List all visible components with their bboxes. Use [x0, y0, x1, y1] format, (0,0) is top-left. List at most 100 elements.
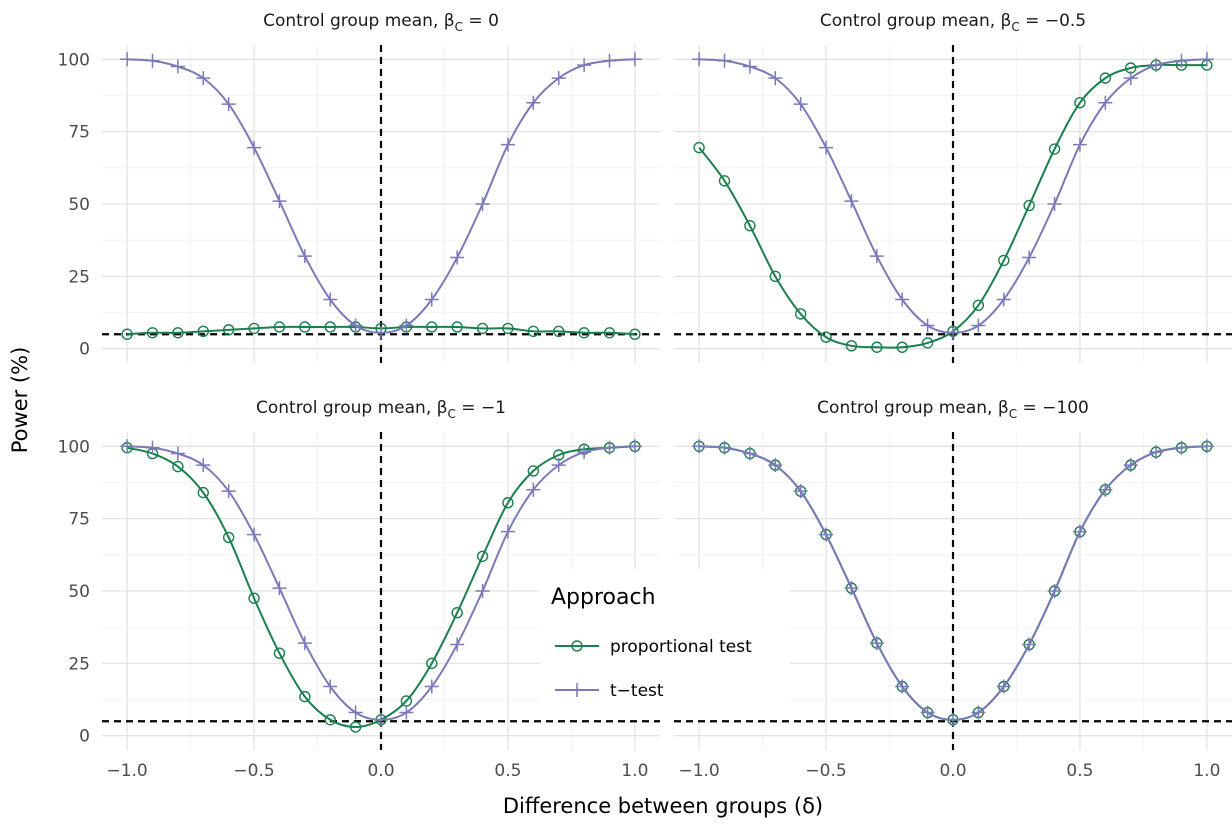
panel-1-t-test-point — [272, 194, 287, 209]
panel-2-t-test-point — [1149, 58, 1164, 73]
panel-3-proportional-test-point — [222, 531, 235, 544]
panel-4-strip-title: Control group mean, βC = −100 — [817, 398, 1089, 421]
panel-3-proportional-test-point — [502, 497, 514, 509]
panel-1-t-test-point — [399, 318, 414, 333]
panel-2-proportional-test-point — [820, 331, 832, 343]
panel-4-strip-title-part-2: β — [998, 398, 1009, 418]
panel-1-t-test-point — [247, 140, 262, 155]
panel-3-t-test-point — [450, 637, 465, 652]
panel-4-t-test-point — [768, 458, 783, 473]
panel-3-proportional-test-point — [172, 460, 184, 473]
panel-1-t-test-point — [323, 292, 338, 307]
panel-4-t-test-point — [717, 440, 732, 455]
panel-2-t-test-point — [1047, 197, 1062, 211]
panel-1-t-test-point — [500, 137, 515, 152]
panel-2-proportional-test-point — [769, 270, 781, 283]
panel-1-proportional-test-point — [121, 328, 133, 340]
panel-2-t-test-point — [1098, 95, 1113, 110]
panel-1-proportional-test-point — [222, 324, 235, 336]
panel-3-proportional-test-point — [476, 550, 489, 562]
panel-4-x-tick-label: 1.0 — [1193, 761, 1220, 781]
panel-2-t-test-point — [844, 194, 859, 209]
panel-1-strip-title-part-4: = 0 — [463, 11, 499, 31]
legend-label-proportional-test: proportional test — [610, 637, 752, 657]
panel-4-t-test-point — [1174, 440, 1189, 455]
panel-3-y-tick-label: 25 — [68, 654, 90, 674]
panel-1-proportional-test-point — [324, 321, 336, 333]
panel-1-proportional-test-point — [172, 327, 184, 339]
panel-3-t-test-point — [399, 705, 414, 720]
series-layer — [120, 52, 1214, 733]
panel-2-t-test-point — [717, 53, 732, 68]
panel-1-proportional-test-point — [451, 321, 463, 333]
panel-4-t-test-point — [1047, 584, 1062, 598]
panel-3-t-test-point — [297, 636, 312, 651]
panel-3-y-tick-label: 100 — [58, 437, 90, 457]
panel-2-proportional-test-point — [1023, 199, 1035, 212]
panel-3-proportional-test-point — [324, 714, 336, 726]
panel-2-t-test-point — [768, 71, 783, 86]
panel-4-strip-title-part-1: Control group mean, — [817, 398, 998, 418]
panel-2-proportional-test-point — [845, 340, 858, 352]
panel-3-t-test-point — [475, 584, 490, 598]
panel-4-t-test-point — [895, 679, 910, 694]
panel-3-proportional-test-point — [299, 690, 311, 703]
legend-key-marker-proportional-test — [571, 640, 583, 652]
panel-1-y-tick-label: 50 — [68, 195, 90, 215]
panel-3-t-test-point — [221, 484, 236, 499]
panel-1-proportional-test-point — [603, 327, 616, 339]
panel-1-t-test-point — [374, 325, 388, 340]
panel-3-t-test-point — [374, 712, 388, 727]
panel-1-strip-title-part-3: C — [455, 20, 463, 34]
panel-1-t-test-point — [348, 318, 363, 333]
panel-1-proportional-test-point — [299, 321, 311, 333]
panel-2-t-test-point — [971, 318, 986, 333]
panel-3-proportional-test-point — [527, 465, 540, 477]
panel-3-x-tick-label: 0.5 — [494, 761, 521, 781]
panel-1-y-tick-label: 0 — [79, 340, 90, 360]
panel-4-x-tick-label: 0.0 — [939, 761, 966, 781]
panel-2-strip-title: Control group mean, βC = −0.5 — [820, 11, 1086, 34]
panel-1-proportional-test-point — [476, 322, 489, 335]
legend: Approach proportional test t−test — [540, 570, 790, 720]
panel-1-proportional-test-point — [273, 321, 286, 333]
panel-4-t-test-point — [1022, 637, 1037, 652]
panel-3-proportional-test-point — [248, 592, 260, 604]
panel-2-t-test-point — [920, 318, 935, 333]
panel-3-t-test-point — [627, 439, 642, 454]
legend-label-t-test: t−test — [610, 681, 664, 701]
panel-3-strip-title-part-4: = −1 — [456, 398, 506, 418]
panel-3-t-test-point — [500, 524, 515, 539]
panel-1-proportional-test-point — [527, 325, 540, 338]
panel-3-proportional-test-point — [349, 721, 362, 733]
panel-2-proportional-test-point — [1074, 97, 1086, 109]
panel-4-t-test-point — [1098, 482, 1113, 497]
panel-1-y-tick-label: 100 — [58, 50, 90, 70]
panel-4-t-test-point — [742, 446, 757, 461]
panel-2-proportional-test-point — [998, 254, 1010, 267]
panel-3-y-tick-label: 50 — [68, 582, 90, 602]
panel-2-proportional-test-point — [1099, 72, 1112, 84]
panel-1-t-test-point — [196, 71, 211, 86]
panel-2-proportional-test-point — [718, 175, 731, 187]
panel-3-strip-title-part-2: β — [437, 398, 448, 418]
panel-2-strip-title-part-2: β — [1001, 11, 1012, 31]
panel-4-x-tick-label: −1.0 — [678, 761, 719, 781]
panel-2-t-test-point — [742, 59, 757, 74]
panel-3-proportional-test-point — [197, 486, 209, 499]
panel-3-strip-title: Control group mean, βC = −1 — [256, 398, 506, 421]
panel-3-x-tick-label: −0.5 — [233, 761, 274, 781]
panel-2-t-test-point — [1199, 52, 1214, 67]
panel-1-t-test-point — [577, 58, 592, 73]
panel-3-t-test-point — [602, 440, 617, 455]
panel-1-y-tick-label: 75 — [68, 123, 90, 143]
panel-3-y-tick-label: 0 — [79, 727, 90, 747]
panel-2-strip-title-part-1: Control group mean, — [820, 11, 1001, 31]
panel-1-proportional-test-point — [248, 322, 260, 335]
panel-3-t-test-point — [196, 458, 211, 473]
panel-3-t-test-point — [526, 482, 541, 497]
panel-3-t-test-point — [348, 705, 363, 720]
legend-title: Approach — [551, 585, 656, 610]
panel-1-proportional-test-point — [553, 325, 565, 338]
